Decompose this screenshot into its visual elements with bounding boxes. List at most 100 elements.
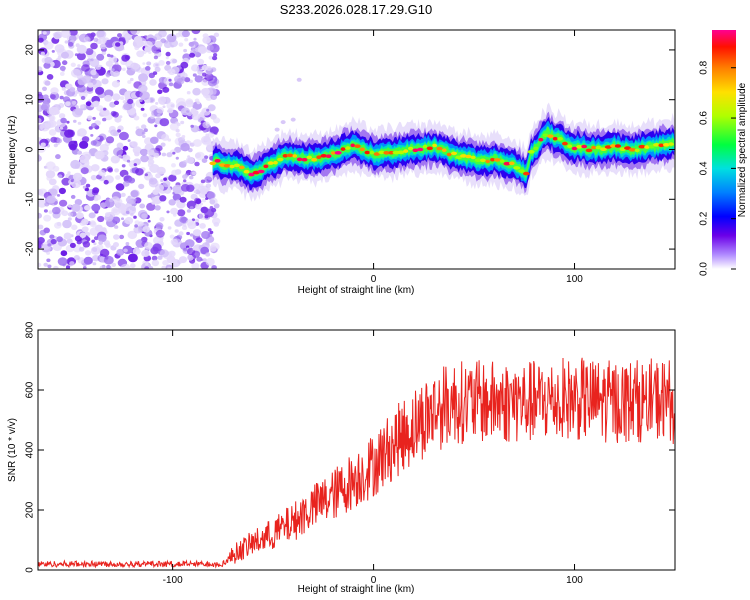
ridge-peak bbox=[350, 143, 355, 148]
noise-speckle bbox=[167, 266, 172, 269]
noise-speckle bbox=[178, 231, 184, 236]
y-tick-label: 10 bbox=[25, 94, 36, 106]
ridge-peak bbox=[257, 169, 265, 174]
ridge-peak bbox=[325, 154, 332, 158]
noise-speckle bbox=[78, 246, 85, 252]
noise-speckle bbox=[110, 54, 114, 58]
noise-speckle bbox=[161, 152, 167, 157]
noise-speckle bbox=[114, 225, 119, 229]
noise-speckle bbox=[141, 124, 147, 129]
noise-speckle bbox=[209, 197, 218, 205]
noise-speckle bbox=[113, 147, 123, 156]
noise-speckle bbox=[110, 129, 118, 136]
noise-speckle bbox=[188, 41, 195, 47]
noise-speckle bbox=[112, 216, 121, 224]
ridge-peak bbox=[223, 164, 231, 168]
ridge-peak bbox=[214, 159, 221, 163]
noise-speckle bbox=[77, 150, 82, 155]
ridge-peak bbox=[523, 171, 530, 176]
snr-background bbox=[38, 330, 675, 570]
noise-speckle bbox=[57, 257, 68, 266]
noise-speckle bbox=[79, 232, 87, 238]
noise-speckle bbox=[61, 51, 69, 59]
noise-speckle bbox=[85, 183, 91, 188]
noise-speckle bbox=[192, 111, 198, 117]
snr-panel: -100 0 100 0 200 400 600 800 Height of straigh… bbox=[7, 321, 676, 595]
noise-speckle bbox=[70, 68, 82, 78]
ridge-peak bbox=[388, 150, 395, 155]
noise-speckle bbox=[157, 89, 163, 95]
noise-speckle bbox=[144, 173, 148, 177]
y-tick-label: 0 bbox=[25, 567, 36, 573]
x-tick-label: -100 bbox=[163, 274, 183, 285]
noise-speckle bbox=[171, 69, 175, 72]
noise-speckle bbox=[120, 263, 131, 269]
noise-speckle bbox=[191, 218, 195, 222]
noise-speckle bbox=[81, 226, 89, 233]
noise-speckle bbox=[127, 230, 138, 240]
noise-speckle bbox=[90, 134, 94, 137]
noise-speckle bbox=[175, 199, 181, 204]
y-tick-label: 200 bbox=[25, 501, 36, 518]
noise-speckle bbox=[186, 91, 191, 95]
noise-speckle bbox=[186, 200, 197, 210]
noise-speckle bbox=[70, 179, 74, 183]
noise-speckle bbox=[111, 68, 115, 72]
y-tick-label: 20 bbox=[25, 44, 36, 56]
noise-speckle bbox=[80, 95, 86, 100]
noise-speckle bbox=[90, 174, 97, 181]
noise-speckle bbox=[177, 209, 186, 217]
noise-speckle bbox=[130, 190, 139, 198]
noise-speckle bbox=[53, 143, 58, 148]
noise-speckle bbox=[54, 44, 65, 53]
ridge-peak bbox=[567, 144, 573, 148]
noise-speckle bbox=[162, 180, 171, 188]
noise-speckle bbox=[177, 122, 181, 127]
noise-speckle bbox=[122, 154, 128, 160]
noise-speckle bbox=[91, 239, 96, 243]
noise-speckle bbox=[135, 168, 144, 176]
colorbar-tick-label: 0.6 bbox=[699, 111, 710, 125]
noise-speckle bbox=[96, 105, 104, 112]
noise-speckle bbox=[44, 41, 54, 50]
noise-speckle bbox=[196, 58, 205, 65]
noise-speckle bbox=[54, 222, 62, 229]
ridge-peak bbox=[364, 150, 370, 155]
ridge-peak bbox=[282, 154, 288, 158]
ridge-peak bbox=[354, 144, 361, 148]
ridge-peak bbox=[277, 157, 284, 162]
noise-speckle bbox=[168, 174, 177, 182]
noise-speckle bbox=[44, 56, 53, 64]
ridge-peak bbox=[369, 150, 375, 155]
ridge-peak bbox=[474, 158, 482, 162]
noise-speckle bbox=[162, 105, 166, 108]
noise-speckle bbox=[112, 93, 121, 101]
noise-speckle bbox=[81, 218, 89, 226]
noise-speckle bbox=[119, 115, 123, 119]
noise-speckle bbox=[132, 247, 141, 255]
noise-speckle bbox=[139, 91, 150, 101]
y-tick-label: -20 bbox=[25, 241, 36, 256]
noise-speckle bbox=[44, 202, 50, 207]
noise-speckle bbox=[69, 30, 78, 36]
noise-speckle bbox=[138, 183, 145, 190]
noise-speckle bbox=[38, 66, 43, 73]
noise-speckle bbox=[135, 128, 145, 137]
noise-speckle bbox=[72, 172, 83, 181]
ridge-peak bbox=[263, 164, 269, 169]
ridge-peak bbox=[518, 169, 525, 173]
spectrogram-y-label: Frequency (Hz) bbox=[7, 116, 18, 185]
noise-speckle bbox=[136, 37, 147, 46]
noise-speckle bbox=[97, 215, 105, 223]
ridge-peak bbox=[408, 146, 414, 151]
noise-speckle bbox=[121, 54, 130, 62]
noise-speckle bbox=[70, 62, 76, 67]
noise-speckle bbox=[154, 205, 161, 211]
noise-speckle bbox=[66, 120, 70, 124]
noise-speckle bbox=[151, 255, 158, 261]
noise-speckle bbox=[117, 33, 122, 38]
ridge-peak bbox=[345, 146, 351, 150]
noise-speckle bbox=[61, 210, 69, 217]
noise-speckle bbox=[57, 174, 63, 179]
